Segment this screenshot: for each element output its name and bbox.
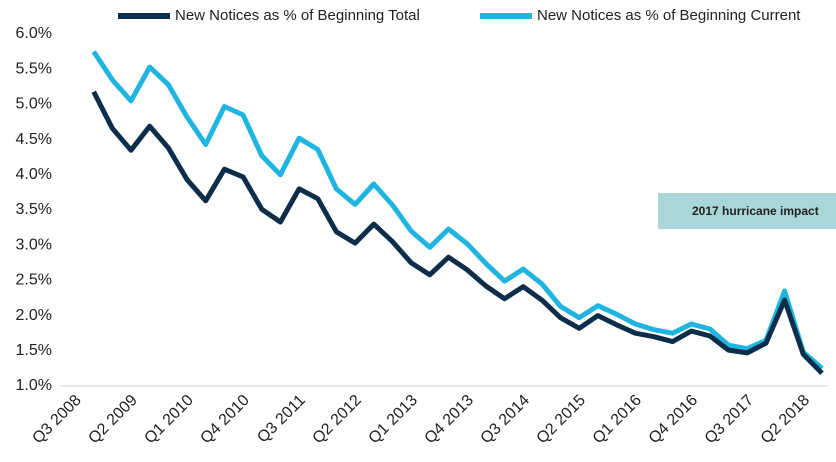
x-tick-label: Q1 2010 (141, 392, 197, 448)
y-tick-label: 4.0% (16, 166, 52, 183)
x-tick-label: Q3 2011 (254, 392, 309, 447)
x-tick-label: Q4 2016 (646, 392, 702, 448)
y-tick-label: 6.0% (16, 25, 52, 42)
x-tick-label: Q4 2010 (197, 392, 253, 448)
x-tick-label: Q1 2013 (366, 392, 422, 448)
annotation: 2017 hurricane impact (692, 204, 819, 218)
legend-label: New Notices as % of Beginning Current (537, 7, 801, 24)
x-tick-label: Q2 2009 (85, 392, 141, 448)
annotation-box (658, 193, 836, 229)
y-tick-label: 4.5% (16, 131, 52, 148)
y-tick-label: 3.0% (16, 236, 52, 253)
series-line (91, 50, 824, 371)
y-tick-label: 5.0% (16, 96, 52, 113)
y-tick-label: 3.5% (16, 201, 52, 218)
y-tick-label: 1.0% (16, 377, 52, 394)
x-tick-label: Q4 2013 (422, 392, 478, 448)
x-tick-label: Q2 2015 (534, 392, 590, 448)
x-tick-label: Q1 2016 (590, 392, 646, 448)
y-tick-label: 1.5% (16, 342, 52, 359)
x-tick-label: Q3 2017 (702, 392, 758, 448)
legend-label: New Notices as % of Beginning Total (175, 7, 420, 24)
x-tick-label: Q3 2008 (29, 392, 85, 448)
x-tick-label: Q2 2012 (310, 392, 366, 448)
x-tick-label: Q2 2018 (758, 392, 814, 448)
y-tick-label: 2.0% (16, 307, 52, 324)
y-tick-label: 2.5% (16, 272, 52, 289)
y-tick-label: 5.5% (16, 60, 52, 77)
x-tick-label: Q3 2014 (478, 392, 534, 448)
series-line (91, 90, 824, 376)
